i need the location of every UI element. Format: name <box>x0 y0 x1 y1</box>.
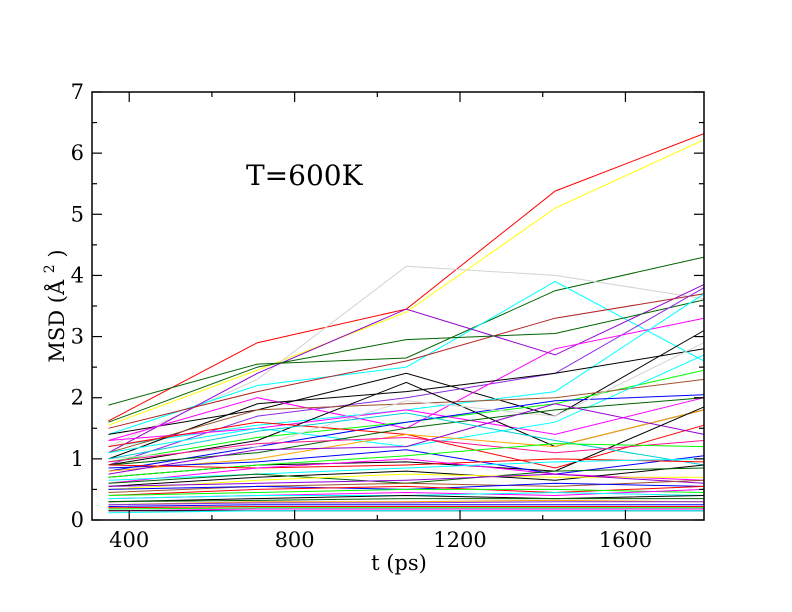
tick-labels: 400 800 1200 1600 0 1 2 3 4 5 6 7 <box>71 80 653 552</box>
series-line-40 <box>108 488 705 496</box>
y-tick-label: 2 <box>71 386 84 410</box>
series-line-27 <box>108 436 705 463</box>
series-line-13 <box>108 348 705 460</box>
series-line-32 <box>108 458 705 481</box>
series-line-23 <box>108 409 705 472</box>
series-line-7 <box>108 293 705 429</box>
series-line-45 <box>108 499 705 506</box>
series-line-2 <box>108 139 705 426</box>
series-line-29 <box>108 443 705 478</box>
y-tick-label: 4 <box>71 263 84 287</box>
series-line-8 <box>108 299 705 423</box>
series-line-6 <box>108 284 705 454</box>
x-tick-label: 1600 <box>599 528 652 552</box>
series-line-50 <box>108 508 704 512</box>
series-line-21 <box>108 342 705 460</box>
series-line-5 <box>108 280 705 435</box>
y-tick-label: 6 <box>71 141 84 165</box>
y-axis-title-exponent: 2 <box>42 264 58 273</box>
series-line-36 <box>108 473 705 487</box>
y-tick-label: 3 <box>71 325 84 349</box>
series-line-46 <box>108 501 704 506</box>
series-line-24 <box>108 403 705 475</box>
x-tick-label: 1200 <box>433 528 486 552</box>
series-line-15 <box>108 397 705 441</box>
series-line-43 <box>108 494 705 503</box>
series-line-9 <box>108 330 705 435</box>
y-tick-label: 7 <box>71 80 84 104</box>
y-tick-label: 1 <box>71 447 84 471</box>
temperature-annotation: T=600K <box>246 159 364 192</box>
x-tick-label: 800 <box>275 528 315 552</box>
y-axis-title-main: MSD (Å <box>44 279 69 363</box>
series-line-12 <box>108 293 705 448</box>
series-line-31 <box>108 458 705 484</box>
plot-lines <box>108 133 705 514</box>
series-line-30 <box>108 458 705 469</box>
series-line-48 <box>108 506 704 509</box>
y-axis-title-close: ) <box>45 249 69 257</box>
series-line-3 <box>108 256 705 406</box>
y-axis-title: MSD (Å 2 ) <box>35 249 69 362</box>
x-tick-label: 400 <box>109 528 149 552</box>
y-tick-label: 0 <box>71 508 84 532</box>
series-line-47 <box>108 504 704 507</box>
y-tick-label: 5 <box>71 202 84 226</box>
x-axis-title: t (ps) <box>371 551 427 575</box>
series-line-33 <box>108 464 705 487</box>
series-line-22 <box>108 397 705 466</box>
series-line-44 <box>108 498 704 503</box>
series-line-52 <box>108 510 704 514</box>
axis-ticks <box>92 91 704 521</box>
plot-frame <box>91 91 705 521</box>
series-line-28 <box>108 449 705 475</box>
series-line-19 <box>108 394 705 472</box>
series-line-49 <box>108 507 704 510</box>
